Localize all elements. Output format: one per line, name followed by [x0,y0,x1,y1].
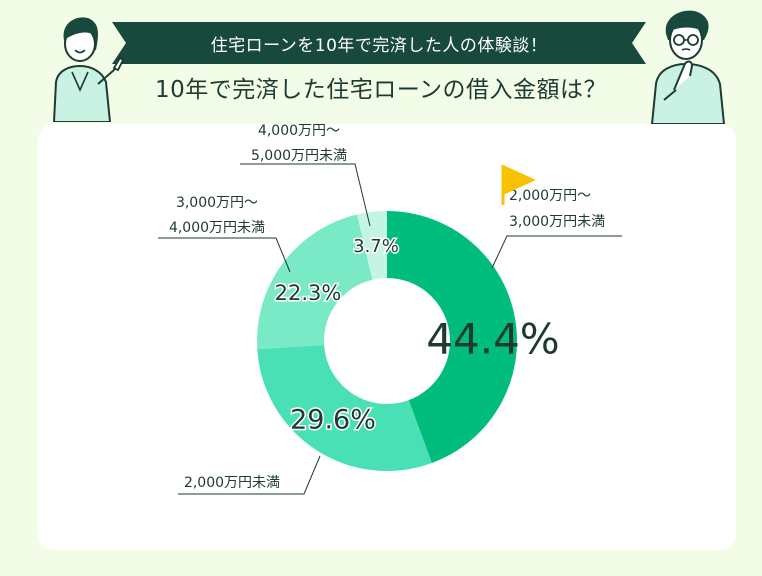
category-label-4-line-1: 4,000万円〜 [258,123,340,139]
leader-line-1 [491,235,622,269]
category-label-3-line-1: 3,000万円〜 [176,195,258,211]
pie-slice-2 [257,344,432,471]
man-character-illustration [650,10,726,124]
value-label-3: 22.3% [275,281,342,305]
woman-character-illustration [52,17,125,122]
chart-card [38,124,736,550]
flag-icon [503,165,536,195]
value-label-4: 3.7% [353,236,399,257]
banner-ribbon-shape [112,22,646,64]
value-label-1: 44.4% [426,315,559,364]
category-label-3-line-2: 4,000万円未満 [169,220,265,236]
pie-slice-4 [357,211,387,280]
title-banner: 住宅ローンを10年で完済した人の体験談！ [112,22,646,64]
category-label-4-line-2: 5,000万円未満 [251,148,347,164]
category-label-1-line-2: 3,000万円未満 [509,214,605,230]
pie-slice-1 [387,211,517,464]
pie-slice-3 [257,214,373,350]
leader-line-2 [178,455,321,495]
leader-line-3 [158,237,291,273]
value-label-2: 29.6% [290,405,376,436]
category-label-2-line-1: 2,000万円未満 [184,475,280,491]
chart-title: 10年で完済した住宅ローンの借入金額は？ [154,77,608,103]
category-label-1-line-1: 2,000万円〜 [509,188,591,204]
leader-line-4 [240,163,371,227]
banner-text: 住宅ローンを10年で完済した人の体験談！ [210,35,548,56]
